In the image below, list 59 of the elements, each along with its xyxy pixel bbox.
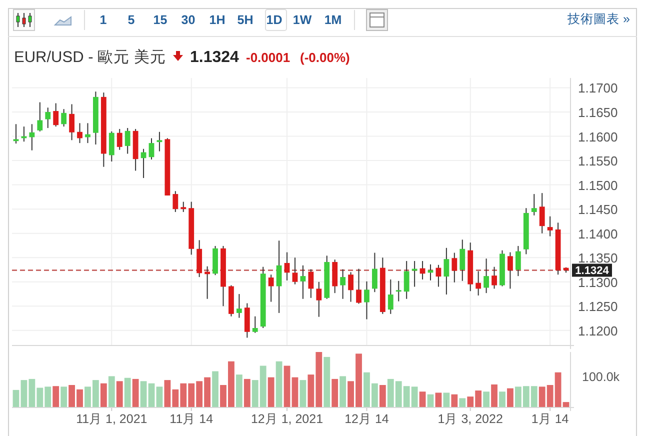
y-tick-label: 1.1350: [578, 250, 618, 266]
bar: [108, 376, 115, 407]
bar: [499, 392, 506, 407]
bar: [340, 376, 346, 407]
y-tick-label: 1.1550: [578, 154, 618, 169]
y-tick-label: 1.1500: [578, 178, 618, 193]
y-tick-label: 1.1700: [578, 80, 618, 96]
bar: [459, 398, 466, 407]
y-tick-label: 1.1600: [578, 129, 618, 144]
bar: [212, 371, 218, 407]
ref-line-label: 1.1324: [575, 265, 610, 278]
bar: [284, 366, 290, 407]
y-tick-label: 1.1300: [578, 274, 618, 290]
bar: [443, 392, 450, 407]
bar: [268, 377, 274, 407]
bar: [132, 378, 139, 407]
bar: [491, 384, 498, 407]
bar: [276, 361, 282, 407]
text: (-0.00%): [300, 50, 350, 65]
bar: [100, 383, 107, 407]
text: 100.0k: [582, 370, 620, 384]
bar: [156, 386, 163, 407]
bar: [419, 392, 426, 407]
chart-title: EUR/USD - 歐元 美元: [14, 48, 166, 66]
bar: [116, 381, 123, 407]
text: 技術圖表 »: [566, 12, 630, 26]
text: 1.1324: [190, 49, 240, 66]
bar: [12, 390, 20, 407]
x-tick-label: 11月 1, 2021: [76, 412, 148, 426]
bar: [562, 402, 570, 407]
bar: [140, 381, 147, 407]
bar: [379, 385, 386, 407]
bar: [292, 377, 298, 407]
bar: [52, 386, 60, 407]
y-tick-label: 1.1200: [578, 323, 618, 338]
text: -0.0001: [246, 50, 290, 65]
y-tick-label: 1.1450: [578, 202, 618, 218]
bar: [148, 383, 155, 407]
bar: [236, 374, 242, 407]
x-tick-label: 12月 14: [344, 412, 389, 426]
bar: [451, 394, 458, 407]
text: 1 5 15 30 1H 5H 1D 1W 1M: [100, 13, 342, 27]
bar: [483, 392, 490, 407]
x-tick-label: 12月 1, 2021: [250, 412, 324, 426]
bar: [427, 394, 434, 407]
bar: [60, 386, 68, 407]
y-tick-label: 1.1650: [578, 104, 618, 120]
x-tick-label: 11月 14: [170, 412, 214, 426]
x-tick-label: 1月 3, 2022: [438, 412, 503, 426]
y-tick-label: 1.1250: [578, 299, 618, 314]
bar: [332, 378, 338, 407]
bar: [124, 378, 131, 407]
x-tick-label: 1月 14: [531, 412, 569, 426]
bar: [300, 380, 306, 407]
y-tick-label: 1.1400: [578, 226, 618, 242]
bar: [324, 356, 330, 407]
bar: [435, 392, 442, 407]
bar: [507, 388, 514, 407]
bar: [244, 378, 250, 407]
